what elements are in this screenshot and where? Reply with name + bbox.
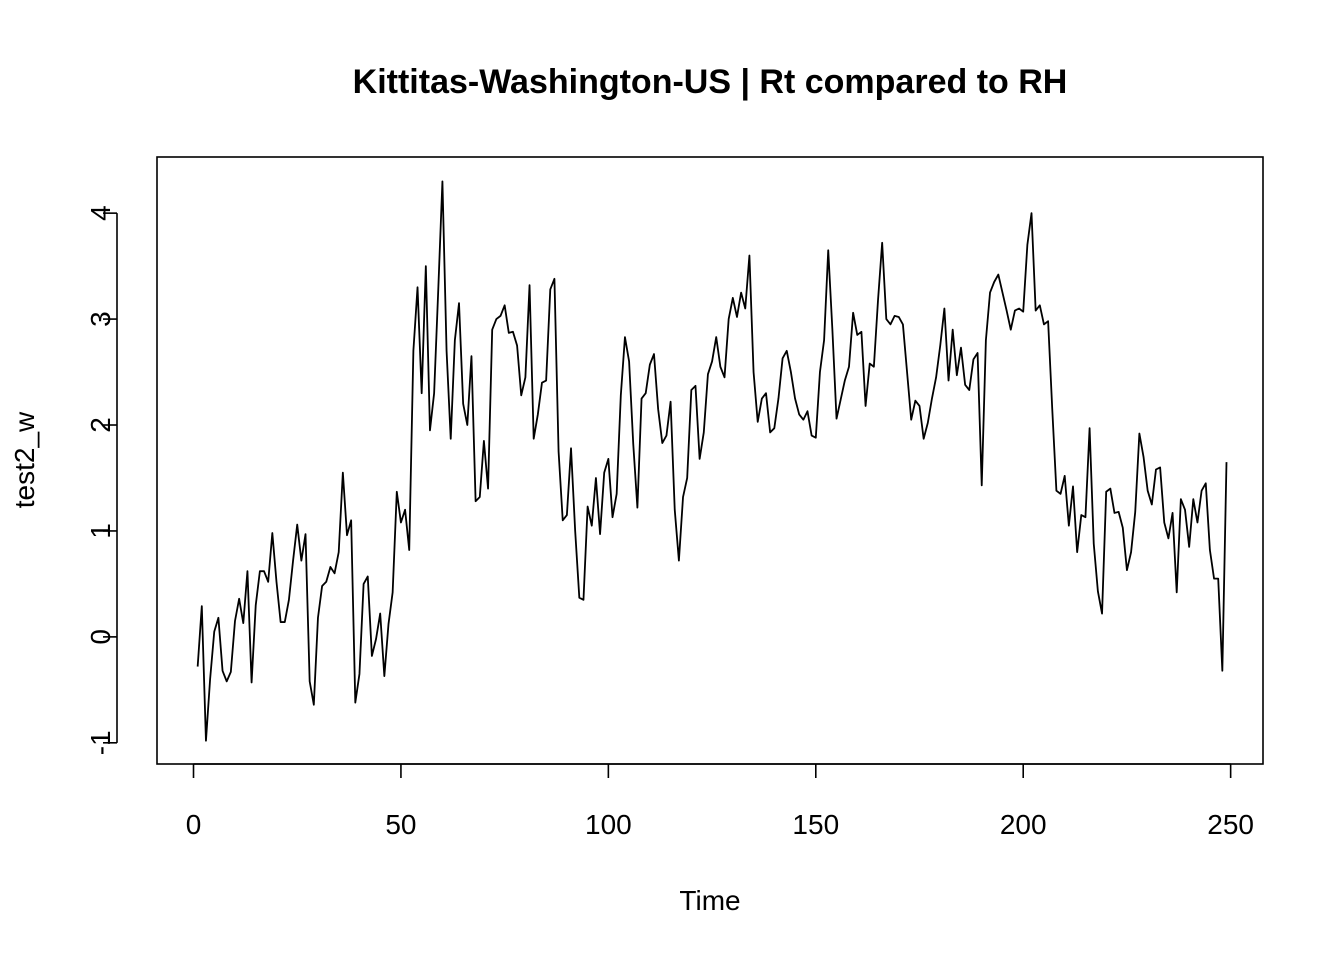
x-ticks: 0 50 100 150 200 250 xyxy=(186,764,1254,840)
y-tick-label: 1 xyxy=(85,523,116,539)
x-axis-title: Time xyxy=(679,885,740,916)
y-ticks: -1 0 1 2 3 4 xyxy=(85,205,117,755)
x-tick-label: 250 xyxy=(1207,809,1254,840)
series-line xyxy=(196,180,1228,742)
x-tick-label: 200 xyxy=(1000,809,1047,840)
y-tick-label: -1 xyxy=(85,730,116,755)
y-axis-title: test2_w xyxy=(9,411,40,508)
x-tick-label: 50 xyxy=(385,809,416,840)
chart-title: Kittitas-Washington-US | Rt compared to … xyxy=(353,63,1068,101)
x-tick-label: 0 xyxy=(186,809,202,840)
y-tick-label: 4 xyxy=(85,205,116,221)
y-tick-label: 3 xyxy=(85,311,116,327)
series-group xyxy=(196,180,1228,742)
y-tick-label: 0 xyxy=(85,629,116,645)
y-tick-label: 2 xyxy=(85,417,116,433)
x-tick-label: 150 xyxy=(792,809,839,840)
plot-frame xyxy=(156,156,1264,765)
x-tick-label: 100 xyxy=(585,809,632,840)
